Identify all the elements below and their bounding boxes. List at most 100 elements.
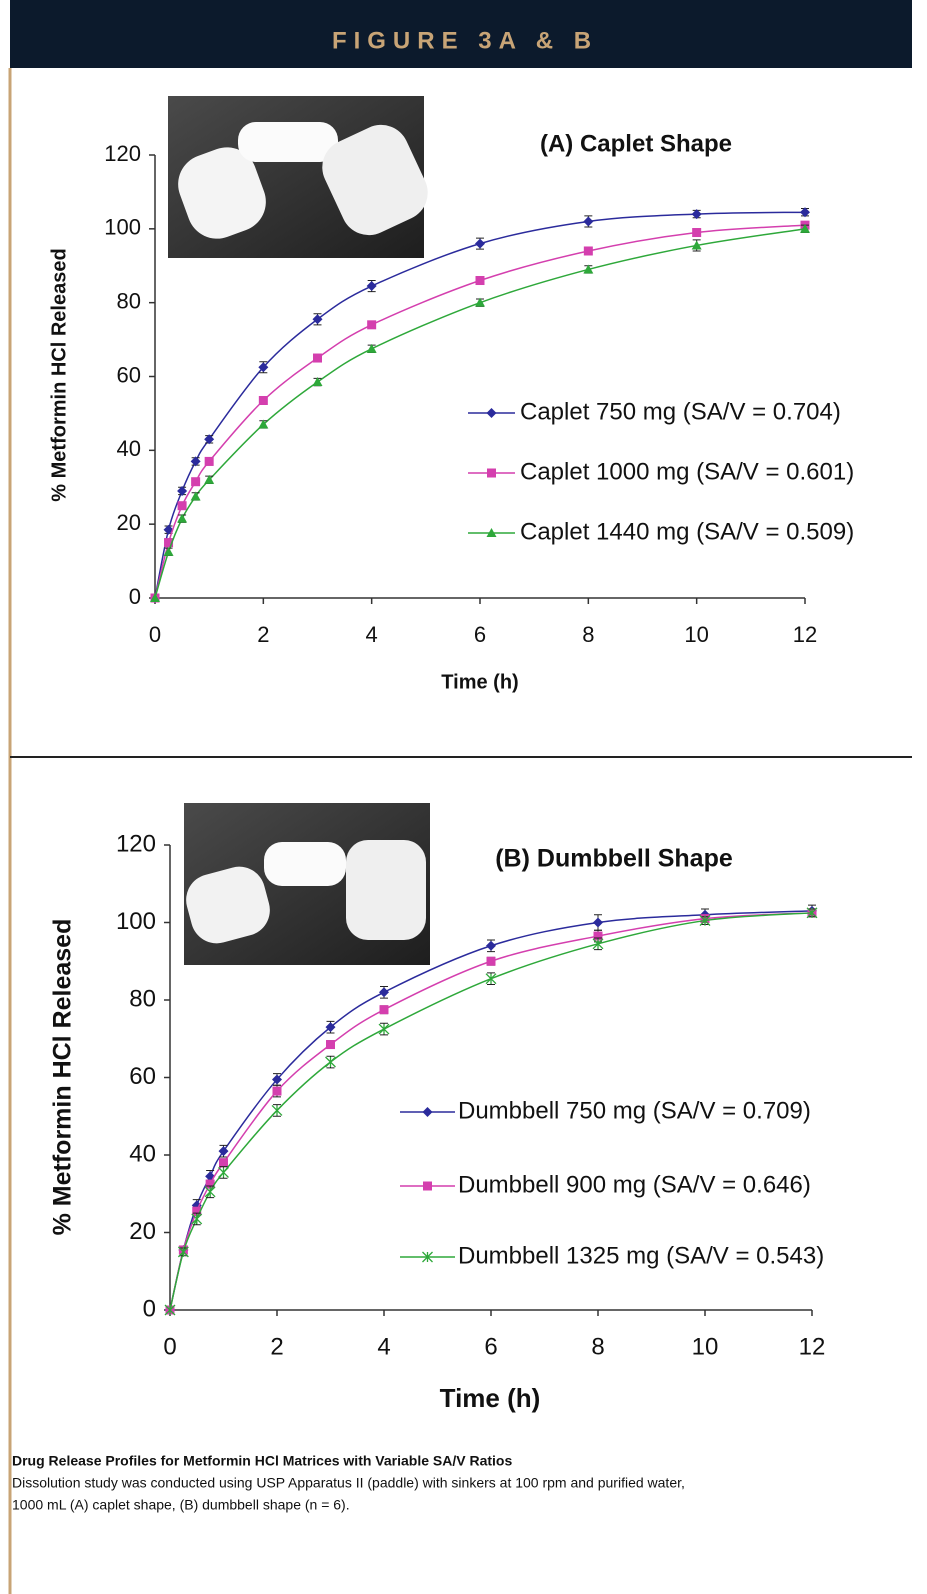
marker [366,281,377,292]
legend-marker [422,1251,433,1263]
marker [177,513,188,523]
marker [204,456,214,466]
y-axis-label: % Metformin HCl Released [48,248,70,501]
y-tick-label: 120 [104,141,141,166]
y-tick-label: 0 [129,584,141,609]
x-tick-label: 12 [799,1333,826,1360]
marker [379,987,389,998]
chart-title: (A) Caplet Shape [540,130,732,157]
x-tick-label: 8 [582,622,594,647]
legend-marker [422,1107,433,1117]
marker [177,1246,189,1258]
photo-b [184,803,430,965]
y-tick-label: 80 [117,288,141,313]
marker [800,223,810,233]
marker [312,377,323,387]
x-tick-label: 8 [591,1333,604,1360]
marker [692,228,702,238]
x-tick-label: 4 [377,1333,390,1360]
x-tick-label: 6 [484,1333,497,1360]
legend-label: Dumbbell 1325 mg (SA/V = 0.543) [458,1242,824,1269]
x-tick-label: 10 [692,1333,719,1360]
marker [164,1304,176,1316]
marker [593,917,603,928]
marker [325,1056,336,1068]
legend-label: Caplet 750 mg (SA/V = 0.704) [520,398,841,425]
marker [272,1086,282,1096]
chart-title: (B) Dumbbell Shape [495,845,733,873]
legend-marker [487,468,496,478]
legend-label: Caplet 1440 mg (SA/V = 0.509) [520,518,854,545]
caption-title: Drug Release Profiles for Metformin HCl … [12,1453,512,1469]
marker [378,1023,390,1035]
marker [312,314,323,325]
x-axis-label: Time (h) [440,1383,541,1413]
marker [485,973,497,985]
marker [204,434,215,445]
marker [204,474,215,484]
marker [367,320,377,330]
x-tick-label: 4 [366,622,378,647]
marker [475,238,485,249]
marker [325,1022,336,1033]
legend-label: Caplet 1000 mg (SA/V = 0.601) [520,458,854,485]
y-axis-label: % Metformin HCl Released [49,919,77,1236]
y-tick-label: 40 [117,436,141,461]
x-tick-label: 10 [684,622,708,647]
marker [271,1104,283,1116]
marker [691,240,702,250]
marker [204,1186,216,1198]
x-tick-label: 6 [474,622,486,647]
marker [190,491,201,501]
marker [379,1005,389,1015]
legend-marker [486,408,497,418]
marker [190,456,201,467]
marker [593,931,603,941]
marker [806,907,818,919]
marker [163,546,174,556]
x-axis-label: Time (h) [441,671,518,693]
marker [191,1213,203,1225]
y-tick-label: 100 [116,908,156,935]
marker [486,956,496,966]
y-tick-label: 100 [104,215,141,240]
legend-label: Dumbbell 750 mg (SA/V = 0.709) [458,1097,811,1124]
marker [150,593,160,602]
marker [258,395,268,405]
y-tick-label: 120 [116,830,156,857]
marker [691,209,702,220]
x-tick-label: 0 [149,622,161,647]
x-tick-label: 2 [257,622,269,647]
marker [366,343,377,353]
legend-label: Dumbbell 900 mg (SA/V = 0.646) [458,1171,811,1198]
marker [583,264,594,274]
legend-marker [486,528,497,537]
y-tick-label: 60 [129,1063,156,1090]
header-bar [10,0,912,68]
marker [218,1166,229,1178]
marker [177,501,187,511]
marker [164,538,174,548]
marker [218,1146,229,1157]
marker [313,353,322,363]
x-tick-label: 0 [163,1333,176,1360]
y-tick-label: 80 [129,985,156,1012]
y-tick-label: 60 [117,362,141,387]
marker [272,1074,282,1085]
marker [583,246,593,256]
marker [219,1158,228,1168]
marker [583,216,594,227]
marker [191,477,201,487]
marker [326,1040,335,1050]
marker [205,1179,215,1189]
x-tick-label: 12 [793,622,817,647]
marker [800,207,810,218]
marker [258,419,269,429]
marker [177,485,188,496]
y-tick-label: 40 [129,1140,156,1167]
marker [699,915,711,927]
caption-line: Dissolution study was conducted using US… [12,1475,685,1491]
marker [486,940,496,951]
photo-a [168,96,428,258]
